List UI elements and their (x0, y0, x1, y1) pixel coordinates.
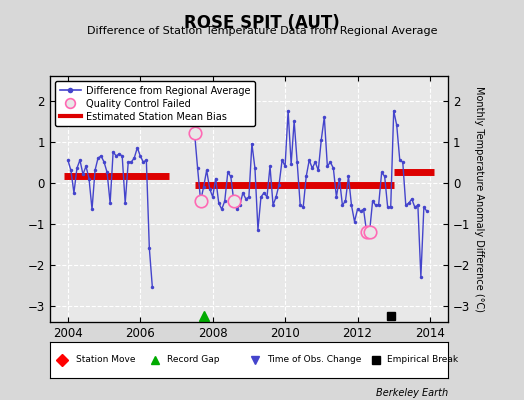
Legend: Difference from Regional Average, Quality Control Failed, Estimated Station Mean: Difference from Regional Average, Qualit… (54, 81, 255, 126)
Text: Difference of Station Temperature Data from Regional Average: Difference of Station Temperature Data f… (87, 26, 437, 36)
Y-axis label: Monthly Temperature Anomaly Difference (°C): Monthly Temperature Anomaly Difference (… (474, 86, 484, 312)
Text: Berkeley Earth: Berkeley Earth (376, 388, 448, 398)
Text: Station Move: Station Move (75, 356, 135, 364)
Text: Record Gap: Record Gap (167, 356, 220, 364)
Text: Time of Obs. Change: Time of Obs. Change (267, 356, 361, 364)
Text: ROSE SPIT (AUT): ROSE SPIT (AUT) (184, 14, 340, 32)
Text: Empirical Break: Empirical Break (387, 356, 458, 364)
